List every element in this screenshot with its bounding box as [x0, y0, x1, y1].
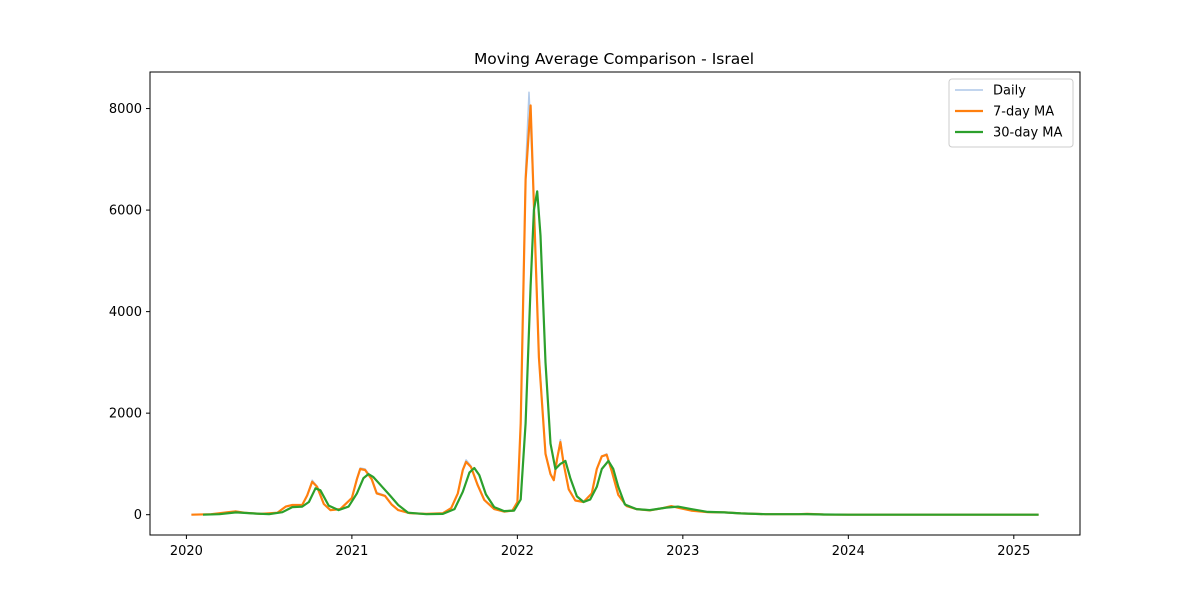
legend-label: 7-day MA	[993, 105, 1054, 120]
x-tick-label: 2022	[501, 544, 534, 559]
legend-box	[948, 78, 1074, 148]
y-axis: 0 2000 4000 6000 8000	[109, 102, 150, 523]
y-tick-label: 4000	[109, 305, 142, 320]
legend-label: 30-day MA	[993, 126, 1062, 141]
legend: Daily 7-day MA 30-day MA	[948, 78, 1074, 148]
x-axis: 2020 2021 2022 2023 2024 2025	[170, 535, 1030, 559]
series-layer	[191, 91, 1039, 516]
x-tick-label: 2023	[666, 544, 699, 559]
x-tick-label: 2021	[335, 544, 368, 559]
series-line-3	[202, 190, 1039, 516]
x-tick-label: 2024	[832, 544, 865, 559]
x-tick-label: 2020	[170, 544, 203, 559]
legend-label: Daily	[993, 84, 1026, 99]
y-tick-label: 8000	[109, 102, 142, 117]
plot-frame	[149, 71, 1081, 536]
chart-title: Moving Average Comparison - Israel	[474, 50, 754, 68]
y-tick-label: 0	[134, 508, 142, 523]
y-tick-label: 6000	[109, 204, 142, 219]
x-tick-label: 2025	[997, 544, 1030, 559]
y-tick-label: 2000	[109, 407, 142, 422]
